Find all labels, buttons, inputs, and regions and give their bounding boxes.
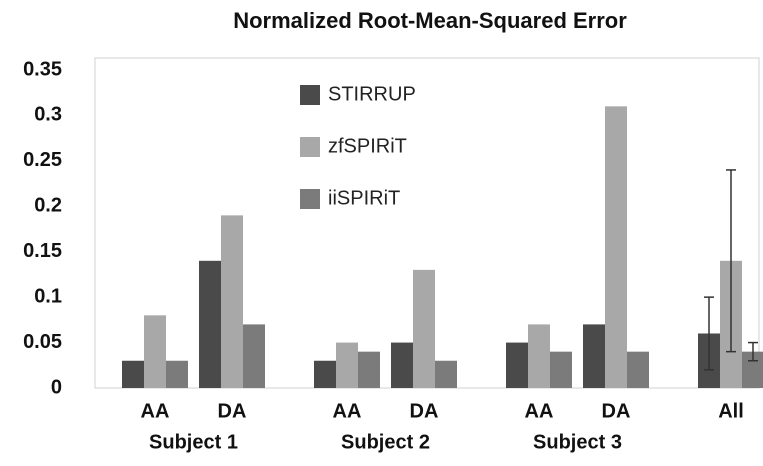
bar bbox=[166, 360, 188, 388]
group-label: Subject 3 bbox=[533, 431, 622, 453]
x-tick-label: DA bbox=[218, 400, 247, 422]
bar bbox=[243, 324, 265, 388]
bar bbox=[528, 324, 550, 388]
bar bbox=[506, 342, 528, 388]
chart-title: Normalized Root-Mean-Squared Error bbox=[233, 8, 627, 33]
x-tick-label: AA bbox=[525, 400, 554, 422]
y-tick-label: 0.2 bbox=[34, 195, 62, 217]
bar bbox=[413, 269, 435, 388]
y-tick-label: 0.05 bbox=[23, 331, 62, 353]
bar bbox=[391, 342, 413, 388]
x-tick-label: AA bbox=[141, 400, 170, 422]
bar bbox=[199, 260, 221, 388]
y-tick-label: 0.15 bbox=[23, 240, 62, 262]
y-tick-label: 0.25 bbox=[23, 149, 62, 171]
legend-swatch bbox=[300, 85, 320, 105]
bar bbox=[583, 324, 605, 388]
x-tick-label: DA bbox=[602, 400, 631, 422]
group-label: Subject 2 bbox=[341, 431, 430, 453]
bar bbox=[221, 215, 243, 388]
y-tick-label: 0.1 bbox=[34, 285, 62, 307]
legend-swatch bbox=[300, 189, 320, 209]
y-tick-label: 0 bbox=[51, 376, 62, 398]
bar bbox=[314, 360, 336, 388]
legend-label: STIRRUP bbox=[328, 83, 416, 105]
bar bbox=[435, 360, 457, 388]
y-tick-label: 0.35 bbox=[23, 58, 62, 80]
bar bbox=[358, 351, 380, 388]
legend-label: iiSPIRiT bbox=[328, 187, 400, 209]
bar bbox=[336, 342, 358, 388]
legend-label: zfSPIRiT bbox=[328, 135, 407, 157]
bar bbox=[605, 106, 627, 388]
bar bbox=[550, 351, 572, 388]
y-tick-label: 0.3 bbox=[34, 104, 62, 126]
bar bbox=[144, 315, 166, 388]
x-tick-label: AA bbox=[333, 400, 362, 422]
legend-swatch bbox=[300, 137, 320, 157]
bar bbox=[627, 351, 649, 388]
bar bbox=[122, 360, 144, 388]
group-label: Subject 1 bbox=[149, 431, 238, 453]
x-tick-label: DA bbox=[410, 400, 439, 422]
x-tick-label: All bbox=[718, 400, 744, 422]
